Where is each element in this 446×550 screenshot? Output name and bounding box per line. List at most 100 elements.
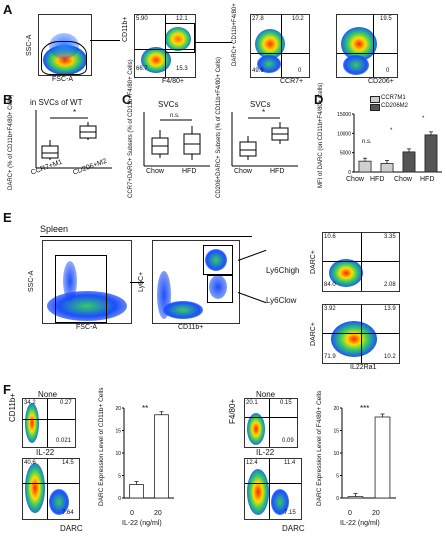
panel-a-arrow-2 [194,42,232,43]
panel-f-left-xtick-1: 0 [130,510,134,517]
bar [402,151,416,173]
panel-a-p3-q4: 0 [298,68,302,74]
y-tick-label: 0 [118,496,121,502]
panel-f-left-sig: ** [142,404,149,413]
panel-f-right-sig: *** [360,404,370,413]
panel-d-legend-2: CD206M2 [381,103,409,109]
panel-f-right-ylabel: DARC Expression Level of F4/80+ Cells [316,390,323,506]
panel-f-right-ylabel-plot: F4/80+ [228,398,237,424]
panel-f-right-scatter-il22 [244,458,302,520]
panel-a-scatter-cd11b-f480 [134,14,196,78]
y-tick-label: 15000 [337,112,351,118]
panel-d-sig-3: * [422,116,425,122]
panel-a-p1-xlabel: FSC-A [52,76,73,83]
panel-e-high-q4: 2.08 [384,282,396,288]
panel-e-high-ylabel: DARC+ [310,250,317,274]
panel-d-ylabel: MFI of DARC (on CD11b+F4/80+ Cells) [318,82,324,188]
panel-e-high-q1: 10.6 [324,234,336,240]
bar [154,414,169,499]
panel-d-xtick-3: Chow [394,176,412,183]
panel-d-legend-1: CCR7M1 [381,95,406,101]
panel-f-right-none-q3: 0.09 [282,438,294,444]
panel-a-p2-q2: 12.1 [176,16,188,22]
y-tick-label: 10 [115,451,121,457]
panel-f-right-xlabel-plot: DARC [282,524,305,533]
panel-f-left-scatter-il22 [22,458,80,520]
panel-d-xtick-2: HFD [370,176,385,183]
panel-e-low-q4: 10.2 [384,354,396,360]
panel-a-p3-xlabel: CCR7+ [280,78,304,85]
y-tick-label: 20 [333,406,339,412]
panel-c-letter: C [122,92,132,107]
panel-e-header: Spleen [40,224,69,234]
panel-e-high-q3: 84.0 [324,282,336,288]
panel-f-left-scatter-none [22,398,76,448]
panel-a-p4-xlabel: CD206+ [368,78,394,85]
bar [424,134,438,173]
panel-b-title: in SVCs of WT [30,98,83,107]
panel-e-arrow-high [237,249,267,261]
panel-f-left-ylabel: DARC Expression Level of CD11b+ Cells [98,387,105,506]
panel-f-right-scatter-none [244,398,298,448]
panel-e-p1-xlabel: FSC-A [76,324,97,331]
panel-a-scatter-fsc-ssc [38,14,92,76]
panel-a-p1-ylabel: SSC-A [26,34,33,56]
panel-a-p3-ylabel: DARC+ CD11b+F4/80+ [232,3,238,66]
panel-e-scatter-high [322,232,400,292]
panel-f-left-none-q1: 34.2 [24,400,36,406]
panel-f-right-il22-q1: 12.4 [246,460,258,466]
panel-e-gate-high: Ly6Chigh [266,266,300,275]
y-tick-label: 5 [118,474,121,480]
bar [347,496,364,499]
panel-a-p2-ylabel: CD11b+ [122,16,129,42]
panel-f-right-xlabel: IL-22 (ng/ml) [340,520,380,527]
panel-f-left-ylabel-plot: CD11b+ [8,393,17,422]
bar [129,484,144,499]
bar [374,416,391,499]
panel-e-letter: E [3,210,12,225]
y-tick-label: 15 [115,429,121,435]
panel-a-arrow-1 [90,40,120,41]
panel-f-right-il22: IL-22 [256,448,275,457]
panel-c-xtick-2a: Chow [234,168,252,175]
panel-f-left-il22: IL-22 [36,448,55,457]
panel-e-p2-xlabel: CD11b+ [178,324,204,331]
panel-c-ylabel-2: CD206+DARC+ Subsets (% of CD11b+F4/80+ C… [216,57,222,198]
panel-d-bar-chart: 0 5000 10000 15000 [337,112,442,176]
panel-f-right-none: None [256,390,276,399]
panel-d-xtick-1: Chow [346,176,364,183]
panel-a-p2-q1: 5.90 [136,16,148,22]
panel-e-header-line [40,236,252,237]
panel-d-sig-2: * [390,128,393,134]
panel-f-right-il22-q3: 7.15 [284,510,296,516]
y-tick-label: 20 [115,406,121,412]
panel-b-ylabel: DARC+ (% of CD11b+F4/80+ Cells) [8,94,14,190]
y-tick-label: 10000 [337,131,351,137]
panel-f-left-xlabel: IL-22 (ng/ml) [122,520,162,527]
panel-a-p2-q3: 66.7 [136,66,148,72]
panel-c-ylabel-1: CCR7+DARC+ Subsets (% of CD11b+F4/80+ Ce… [128,59,134,198]
panel-e-low-q3: 71.9 [324,354,336,360]
panel-e-low-xlabel: IL22Ra1 [350,364,377,371]
panel-f-left-il22-q1: 40.6 [24,460,36,466]
panel-f-right-xtick-2: 20 [372,510,380,517]
panel-c-xtick-1b: HFD [182,168,197,175]
panel-d-xtick-4: HFD [420,176,435,183]
panel-c-xtick-1a: Chow [146,168,164,175]
panel-a-letter: A [3,2,13,17]
panel-d-legend-swatch-2 [370,104,380,111]
bar [380,163,394,173]
panel-f-right-xtick-1: 0 [348,510,352,517]
panel-f-right-none-q1: 20.1 [246,400,258,406]
panel-a-scatter-cd206 [336,14,398,78]
panel-e-arrow-1 [130,282,144,283]
panel-b-sig: * [73,108,77,117]
panel-d-sig-1: n.s. [362,139,372,145]
panel-c-sig-1: n.s. [170,113,180,119]
panel-c-title-1: SVCs [158,100,179,109]
panel-c-sig-2: * [262,108,266,117]
panel-f-left-none: None [38,390,58,399]
panel-f-right-bar-chart: 0 5 10 15 20 [333,406,396,502]
panel-c-xtick-2b: HFD [270,168,285,175]
panel-e-high-q2: 3.35 [384,234,396,240]
